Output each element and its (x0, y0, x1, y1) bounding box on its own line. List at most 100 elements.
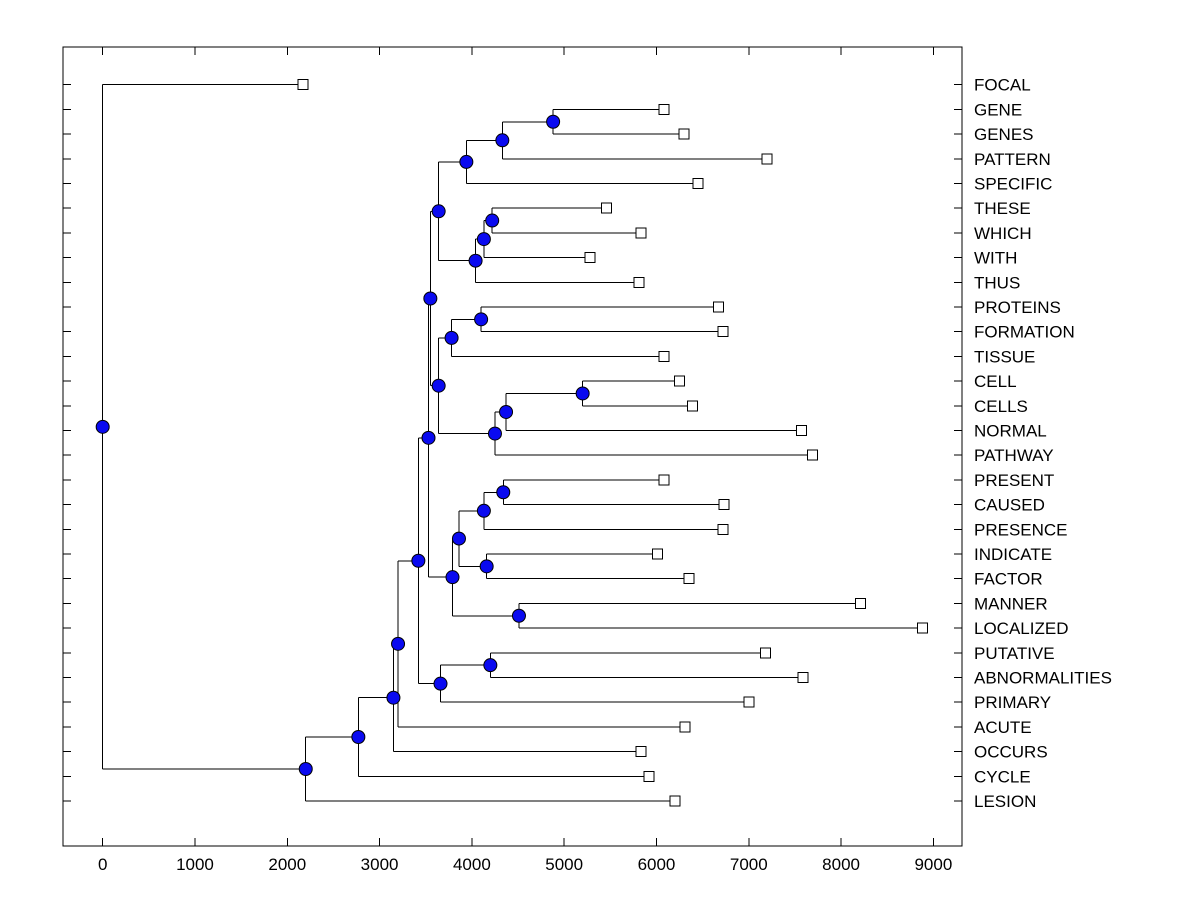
internal-node-marker (444, 330, 459, 345)
tree-branch-lines (102, 84, 923, 802)
internal-node-marker (431, 204, 446, 219)
internal-node-marker (411, 553, 426, 568)
leaf-marker (761, 153, 773, 165)
x-tick-label: 2000 (268, 855, 306, 874)
leaf-marker (718, 499, 730, 511)
leaf-label: NORMAL (974, 422, 1047, 441)
leaf-marker (797, 672, 809, 683)
internal-node-marker (499, 404, 514, 419)
leaf-marker (633, 276, 645, 288)
internal-node-marker (431, 378, 446, 393)
internal-node-marker (459, 154, 474, 169)
x-tick-label: 4000 (453, 855, 491, 874)
leaf-marker (658, 103, 670, 115)
x-tick-label: 1000 (176, 855, 214, 874)
leaf-label: PATTERN (974, 150, 1051, 169)
leaf-marker (686, 400, 698, 412)
leaf-label: PRESENCE (974, 520, 1068, 539)
leaf-label: SPECIFIC (974, 175, 1052, 194)
leaf-marker (674, 375, 686, 387)
leaf-label: FOCAL (974, 76, 1031, 95)
leaf-label: WHICH (974, 224, 1032, 243)
leaf-label: PROTEINS (974, 298, 1061, 317)
leaf-marker (678, 128, 690, 140)
leaf-marker (795, 425, 807, 436)
leaf-label: TISSUE (974, 347, 1035, 366)
leaf-label: PUTATIVE (974, 644, 1055, 663)
leaf-marker (658, 474, 670, 486)
leaf-marker (692, 178, 704, 189)
internal-node-marker (485, 213, 500, 228)
leaf-label: GENES (974, 125, 1034, 144)
leaf-marker (651, 548, 663, 560)
leaf-label: GENE (974, 100, 1022, 119)
internal-node-marker (479, 559, 494, 574)
leaf-label: THUS (974, 273, 1020, 292)
leaf-marker (717, 326, 729, 338)
leaf-label: CYCLE (974, 767, 1031, 786)
internal-node-marker (495, 133, 510, 148)
leaf-label: PRESENT (974, 471, 1054, 490)
leaf-marker (916, 622, 928, 634)
leaf-label: INDICATE (974, 545, 1052, 564)
leaf-marker (806, 449, 818, 461)
leaf-marker (743, 696, 755, 708)
x-tick-label: 0 (98, 855, 107, 874)
leaf-label: LOCALIZED (974, 619, 1068, 638)
internal-node-marker (95, 419, 110, 434)
leaf-label: ACUTE (974, 718, 1032, 737)
leaf-label: THESE (974, 199, 1031, 218)
internal-node-marker (298, 762, 313, 777)
x-axis-tick-labels: 0 1000 2000 3000 4000 5000 6000 7000 8000 9000 (98, 855, 952, 874)
leaf-marker (584, 252, 596, 264)
leaf-marker (679, 721, 691, 733)
internal-node-marker (483, 658, 498, 673)
x-tick-label: 6000 (638, 855, 676, 874)
internal-node-marker (423, 291, 438, 306)
leaf-marker (635, 227, 647, 239)
leaf-label: FACTOR (974, 570, 1043, 589)
leaf-label: CELL (974, 372, 1017, 391)
internal-node-marker (476, 503, 491, 518)
tree-node-markers (95, 79, 928, 807)
x-tick-label: 9000 (914, 855, 952, 874)
leaf-marker (635, 746, 647, 758)
leaf-label: CAUSED (974, 496, 1045, 515)
leaf-labels: FOCAL GENE GENES PATTERN SPECIFIC THESE WHICH W… (974, 76, 1112, 811)
internal-node-marker (487, 426, 502, 441)
internal-node-marker (496, 485, 511, 500)
leaf-label: PRIMARY (974, 693, 1051, 712)
leaf-label: CELLS (974, 397, 1028, 416)
plot-border (62, 46, 963, 847)
internal-node-marker (511, 608, 526, 623)
leaf-marker (759, 647, 771, 659)
leaf-label: FORMATION (974, 323, 1075, 342)
leaf-marker (643, 770, 655, 782)
x-tick-label: 8000 (822, 855, 860, 874)
leaf-marker (669, 795, 681, 807)
internal-node-marker (451, 531, 466, 546)
internal-node-marker (433, 676, 448, 691)
leaf-label: MANNER (974, 594, 1048, 613)
internal-node-marker (468, 253, 483, 268)
x-tick-label: 5000 (545, 855, 583, 874)
internal-node-marker (474, 312, 489, 327)
leaf-label: WITH (974, 249, 1017, 268)
internal-node-marker (476, 232, 491, 247)
internal-node-marker (351, 730, 366, 745)
internal-node-marker (391, 636, 406, 651)
internal-node-marker (386, 690, 401, 705)
leaf-marker (683, 573, 695, 585)
x-tick-label: 7000 (730, 855, 768, 874)
internal-node-marker (421, 430, 436, 445)
leaf-marker (717, 523, 729, 535)
axis-box (62, 46, 963, 847)
leaf-label: PATHWAY (974, 446, 1054, 465)
leaf-marker (712, 301, 724, 313)
leaf-label: LESION (974, 792, 1036, 811)
internal-node-marker (445, 570, 460, 585)
leaf-marker (601, 202, 613, 214)
internal-node-marker (546, 114, 561, 129)
leaf-marker (297, 79, 309, 91)
